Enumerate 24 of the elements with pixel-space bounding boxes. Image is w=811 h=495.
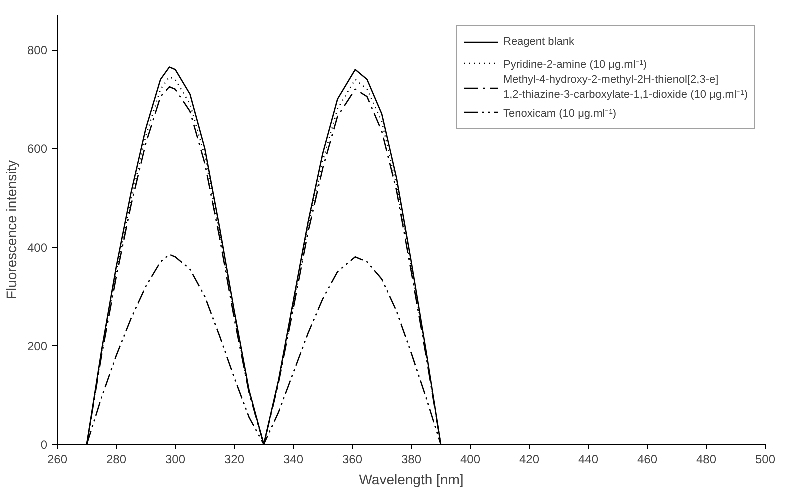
x-tick-label: 360 [342, 452, 363, 466]
y-tick-label: 0 [40, 438, 48, 452]
legend-label: Reagent blank [504, 36, 574, 48]
x-tick-label: 480 [696, 452, 717, 466]
x-tick-label: 380 [401, 452, 422, 466]
x-tick-label: 420 [519, 452, 540, 466]
y-tick-label: 400 [27, 240, 48, 255]
legend-label: Methyl-4-hydroxy-2-methyl-2H-thienol[2,3-e] 1,2-thiazine-3-carboxylate-1,1-dioxide (10 μg.ml⁻¹) [504, 74, 748, 101]
x-tick-label: 460 [637, 452, 658, 466]
x-tick-label: 340 [283, 452, 304, 466]
legend-label: Tenoxicam (10 μg.ml⁻¹) [504, 106, 617, 120]
legend-label: Pyridine-2-amine (10 μg.ml⁻¹) [504, 58, 648, 70]
y-tick-label: 200 [27, 339, 48, 354]
y-tick-label: 800 [27, 44, 48, 58]
x-tick-label: 320 [224, 452, 245, 466]
y-axis-title: Fluorescence intensity [3, 160, 20, 300]
x-tick-label: 400 [460, 452, 481, 466]
x-tick-label: 500 [755, 452, 776, 466]
x-tick-label: 440 [578, 452, 599, 466]
x-axis-title: Wavelength [nm] [359, 472, 464, 488]
x-tick-label: 280 [106, 452, 127, 466]
y-tick-label: 600 [27, 142, 48, 156]
x-tick-label: 300 [165, 452, 186, 466]
x-tick-label: 260 [47, 452, 68, 466]
